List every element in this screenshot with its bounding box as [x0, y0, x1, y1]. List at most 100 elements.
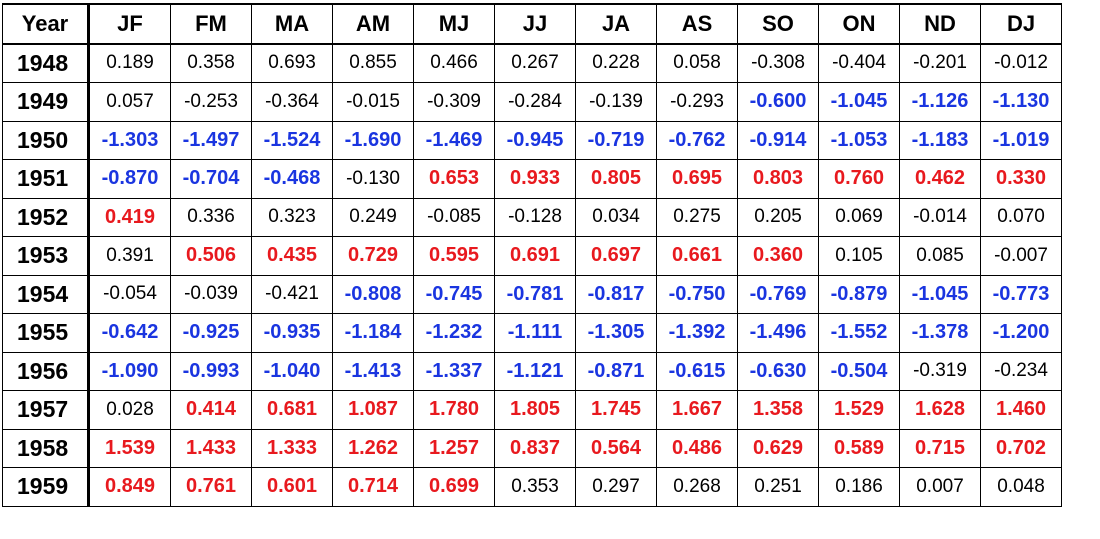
value-cell-mj: 0.699 — [413, 467, 495, 507]
value-cell-jj: 0.837 — [494, 428, 576, 468]
value-cell-on: -1.053 — [818, 120, 900, 160]
year-cell: 1951 — [2, 159, 90, 199]
year-cell: 1954 — [2, 274, 90, 314]
value-cell-jf: 0.189 — [88, 43, 171, 83]
value-cell-so: -0.600 — [737, 82, 819, 122]
value-cell-ma: 0.601 — [251, 467, 333, 507]
value-cell-fm: -1.497 — [170, 120, 252, 160]
value-cell-ma: -0.935 — [251, 313, 333, 353]
value-cell-fm: 0.336 — [170, 197, 252, 237]
year-cell: 1948 — [2, 43, 90, 83]
value-cell-ma: -1.524 — [251, 120, 333, 160]
value-cell-ja: 0.034 — [575, 197, 657, 237]
column-header-on: ON — [818, 3, 900, 45]
value-cell-so: -0.630 — [737, 351, 819, 391]
column-header-so: SO — [737, 3, 819, 45]
value-cell-jj: -0.284 — [494, 82, 576, 122]
value-cell-so: 0.803 — [737, 159, 819, 199]
value-cell-fm: 0.506 — [170, 236, 252, 276]
value-cell-nd: -1.045 — [899, 274, 981, 314]
value-cell-fm: 0.358 — [170, 43, 252, 83]
value-cell-jf: -0.054 — [88, 274, 171, 314]
value-cell-mj: 0.466 — [413, 43, 495, 83]
column-header-jf: JF — [88, 3, 171, 45]
value-cell-jf: -0.642 — [88, 313, 171, 353]
value-cell-on: 0.760 — [818, 159, 900, 199]
value-cell-on: -1.552 — [818, 313, 900, 353]
column-header-nd: ND — [899, 3, 981, 45]
value-cell-ma: -1.040 — [251, 351, 333, 391]
value-cell-so: 0.251 — [737, 467, 819, 507]
value-cell-jf: -0.870 — [88, 159, 171, 199]
value-cell-dj: -0.007 — [980, 236, 1062, 276]
table-row: 1953 0.391 0.506 0.435 0.729 0.595 0.691 0.697 0… — [2, 236, 1062, 276]
value-cell-am: 0.729 — [332, 236, 414, 276]
value-cell-nd: 0.085 — [899, 236, 981, 276]
value-cell-fm: -0.704 — [170, 159, 252, 199]
table-row: 1958 1.539 1.433 1.333 1.262 1.257 0.837 0.564 0… — [2, 428, 1062, 468]
value-cell-mj: -1.469 — [413, 120, 495, 160]
value-cell-on: -0.504 — [818, 351, 900, 391]
value-cell-ma: 1.333 — [251, 428, 333, 468]
value-cell-am: -0.808 — [332, 274, 414, 314]
value-cell-nd: -0.014 — [899, 197, 981, 237]
value-cell-as: -0.293 — [656, 82, 738, 122]
value-cell-am: 0.249 — [332, 197, 414, 237]
table-row: 1955 -0.642 -0.925 -0.935 -1.184 -1.232 -1.111… — [2, 313, 1062, 353]
value-cell-ja: 1.745 — [575, 390, 657, 430]
year-cell: 1958 — [2, 428, 90, 468]
value-cell-ma: 0.693 — [251, 43, 333, 83]
value-cell-as: 0.058 — [656, 43, 738, 83]
value-cell-jf: -1.303 — [88, 120, 171, 160]
value-cell-as: -0.762 — [656, 120, 738, 160]
value-cell-jj: 1.805 — [494, 390, 576, 430]
value-cell-as: -1.392 — [656, 313, 738, 353]
column-header-as: AS — [656, 3, 738, 45]
value-cell-nd: 0.715 — [899, 428, 981, 468]
value-cell-dj: -1.019 — [980, 120, 1062, 160]
value-cell-ja: -0.719 — [575, 120, 657, 160]
value-cell-dj: -0.773 — [980, 274, 1062, 314]
value-cell-as: 1.667 — [656, 390, 738, 430]
year-cell: 1952 — [2, 197, 90, 237]
value-cell-ja: -0.139 — [575, 82, 657, 122]
value-cell-jj: -0.128 — [494, 197, 576, 237]
value-cell-am: 0.855 — [332, 43, 414, 83]
value-cell-jj: -1.111 — [494, 313, 576, 353]
value-cell-jf: -1.090 — [88, 351, 171, 391]
value-cell-mj: 1.257 — [413, 428, 495, 468]
year-cell: 1953 — [2, 236, 90, 276]
value-cell-jj: -1.121 — [494, 351, 576, 391]
year-cell: 1955 — [2, 313, 90, 353]
value-cell-so: 1.358 — [737, 390, 819, 430]
value-cell-am: -1.690 — [332, 120, 414, 160]
value-cell-nd: 0.007 — [899, 467, 981, 507]
column-header-am: AM — [332, 3, 414, 45]
value-cell-nd: 0.462 — [899, 159, 981, 199]
table-row: 1951 -0.870 -0.704 -0.468 -0.130 0.653 0.933 0.… — [2, 159, 1062, 199]
value-cell-ja: -1.305 — [575, 313, 657, 353]
value-cell-dj: -1.200 — [980, 313, 1062, 353]
value-cell-fm: 0.761 — [170, 467, 252, 507]
year-cell: 1949 — [2, 82, 90, 122]
value-cell-mj: -1.232 — [413, 313, 495, 353]
value-cell-am: 1.087 — [332, 390, 414, 430]
value-cell-as: 0.275 — [656, 197, 738, 237]
value-cell-so: -1.496 — [737, 313, 819, 353]
value-cell-so: -0.769 — [737, 274, 819, 314]
value-cell-jf: 1.539 — [88, 428, 171, 468]
value-cell-on: 0.069 — [818, 197, 900, 237]
value-cell-mj: 1.780 — [413, 390, 495, 430]
table-row: 1959 0.849 0.761 0.601 0.714 0.699 0.353 0.297 0… — [2, 467, 1062, 507]
value-cell-so: -0.308 — [737, 43, 819, 83]
enso-index-table: Year JF FM MA AM MJ JJ JA AS SO ON ND DJ 1948 0.189 0.… — [2, 3, 1062, 507]
value-cell-ma: 0.435 — [251, 236, 333, 276]
year-cell: 1957 — [2, 390, 90, 430]
table-row: 1949 0.057 -0.253 -0.364 -0.015 -0.309 -0.284-… — [2, 82, 1062, 122]
value-cell-on: 0.105 — [818, 236, 900, 276]
value-cell-mj: 0.653 — [413, 159, 495, 199]
table-row: 1957 0.028 0.414 0.681 1.087 1.780 1.805 1.745 1… — [2, 390, 1062, 430]
value-cell-nd: -1.378 — [899, 313, 981, 353]
value-cell-jf: 0.849 — [88, 467, 171, 507]
value-cell-ja: 0.564 — [575, 428, 657, 468]
